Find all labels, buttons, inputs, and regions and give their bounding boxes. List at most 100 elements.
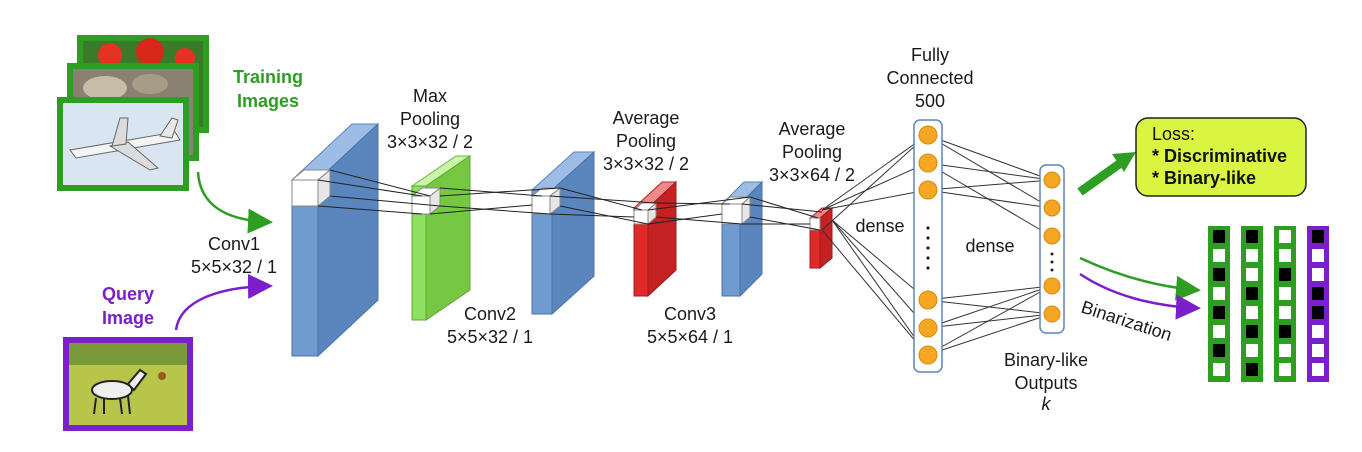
bit-zero <box>1279 306 1291 319</box>
bit-zero <box>1312 325 1324 338</box>
binary-code-frame <box>1274 226 1296 382</box>
bit-zero <box>1213 363 1225 376</box>
loss-title: Loss: <box>1152 124 1195 144</box>
output-node <box>1043 277 1061 295</box>
fc-node <box>918 345 938 365</box>
bit-zero <box>1246 249 1258 262</box>
bit-one <box>1213 268 1225 281</box>
maxpool-feature-map <box>410 155 472 321</box>
bit-zero <box>1213 287 1225 300</box>
bit-zero <box>1279 249 1291 262</box>
avgpool1-params: 3×3×32 / 2 <box>603 154 689 174</box>
bit-one <box>1246 287 1258 300</box>
conv1-feature-map <box>290 122 380 358</box>
conv1-name: Conv1 <box>208 234 260 254</box>
maxpool-label-line2: Pooling <box>400 109 460 129</box>
fc-node <box>918 318 938 338</box>
conv2-params: 5×5×32 / 1 <box>447 327 533 347</box>
fc-label-line1: Fully <box>911 45 949 65</box>
training-images-label-line2: Images <box>237 91 299 111</box>
bit-one <box>1213 230 1225 243</box>
bit-zero <box>1312 268 1324 281</box>
output-node <box>1043 227 1061 245</box>
bit-zero <box>1213 249 1225 262</box>
bit-one <box>1246 325 1258 338</box>
receptive-field-lines <box>317 169 823 231</box>
loss-item-discriminative: * Discriminative <box>1152 146 1287 166</box>
conv1-params: 5×5×32 / 1 <box>191 257 277 277</box>
bit-one <box>1246 363 1258 376</box>
binarization-arrow-purple <box>1079 272 1201 320</box>
bit-one <box>1279 268 1291 281</box>
binary-code-column <box>1274 226 1296 382</box>
fc-node <box>918 125 938 145</box>
conv2-feature-map <box>530 150 596 316</box>
binary-code-frame <box>1241 226 1263 382</box>
query-arrow <box>174 273 273 331</box>
binary-code-column <box>1307 226 1329 382</box>
bit-zero <box>1312 249 1324 262</box>
fc-label-line3: 500 <box>915 91 945 111</box>
avgpool1-label-line2: Pooling <box>616 131 676 151</box>
binary-output-layer <box>1039 164 1065 334</box>
loss-arrow-head <box>1112 152 1136 172</box>
bit-zero <box>1312 344 1324 357</box>
avgpool2-label-line1: Average <box>779 119 846 139</box>
binarization-arrow-green <box>1079 256 1201 301</box>
bit-zero <box>1279 230 1291 243</box>
fc-label-line2: Connected <box>886 68 973 88</box>
bit-zero <box>1246 344 1258 357</box>
output-node <box>1043 199 1061 217</box>
binary-code-frame <box>1208 226 1230 382</box>
conv2-name: Conv2 <box>464 304 516 324</box>
query-image-label-line2: Image <box>102 308 154 328</box>
bit-one <box>1246 230 1258 243</box>
binary-code-column <box>1208 226 1230 382</box>
avgpool2-params: 3×3×64 / 2 <box>769 165 855 185</box>
maxpool-params: 3×3×32 / 2 <box>387 132 473 152</box>
outputs-label-k: k <box>1042 394 1052 414</box>
bit-one <box>1312 287 1324 300</box>
conv3-params: 5×5×64 / 1 <box>647 327 733 347</box>
query-image-zebra <box>63 337 193 431</box>
avgpool1-label-line1: Average <box>613 108 680 128</box>
loss-arrow-shaft <box>1077 158 1125 196</box>
bit-zero <box>1213 325 1225 338</box>
fc-node <box>918 290 938 310</box>
avgpool1-feature-map <box>632 180 678 298</box>
bit-zero <box>1279 287 1291 300</box>
dense-connections <box>821 134 1052 356</box>
maxpool-label-line1: Max <box>413 86 447 106</box>
fc-node <box>918 180 938 200</box>
avgpool2-label-line2: Pooling <box>782 142 842 162</box>
bit-one <box>1312 306 1324 319</box>
binary-code-column <box>1241 226 1263 382</box>
bit-zero <box>1246 306 1258 319</box>
binary-code-frame <box>1307 226 1329 382</box>
conv3-name: Conv3 <box>664 304 716 324</box>
dense-label-1: dense <box>855 216 904 236</box>
output-node <box>1043 171 1061 189</box>
bit-one <box>1213 306 1225 319</box>
loss-box: Loss: * Discriminative * Binary-like <box>1135 117 1307 197</box>
dense-label-2: dense <box>965 236 1014 256</box>
training-images-stack <box>57 35 209 191</box>
training-image-airplane <box>57 97 189 191</box>
outputs-label-line2: Outputs <box>1014 373 1077 393</box>
outputs-label-line1: Binary-like <box>1004 350 1088 370</box>
bit-zero <box>1279 363 1291 376</box>
fc-layer <box>913 119 943 373</box>
bit-zero <box>1246 268 1258 281</box>
bit-zero <box>1312 363 1324 376</box>
loss-item-binary-like: * Binary-like <box>1152 168 1256 188</box>
query-image-label-line1: Query <box>102 284 154 304</box>
output-node <box>1043 305 1061 323</box>
conv3-feature-map <box>720 180 764 298</box>
bit-one <box>1312 230 1324 243</box>
training-images-label-line1: Training <box>233 67 303 87</box>
bit-one <box>1279 325 1291 338</box>
fc-node <box>918 153 938 173</box>
bit-one <box>1213 344 1225 357</box>
binary-codes <box>1208 226 1329 382</box>
